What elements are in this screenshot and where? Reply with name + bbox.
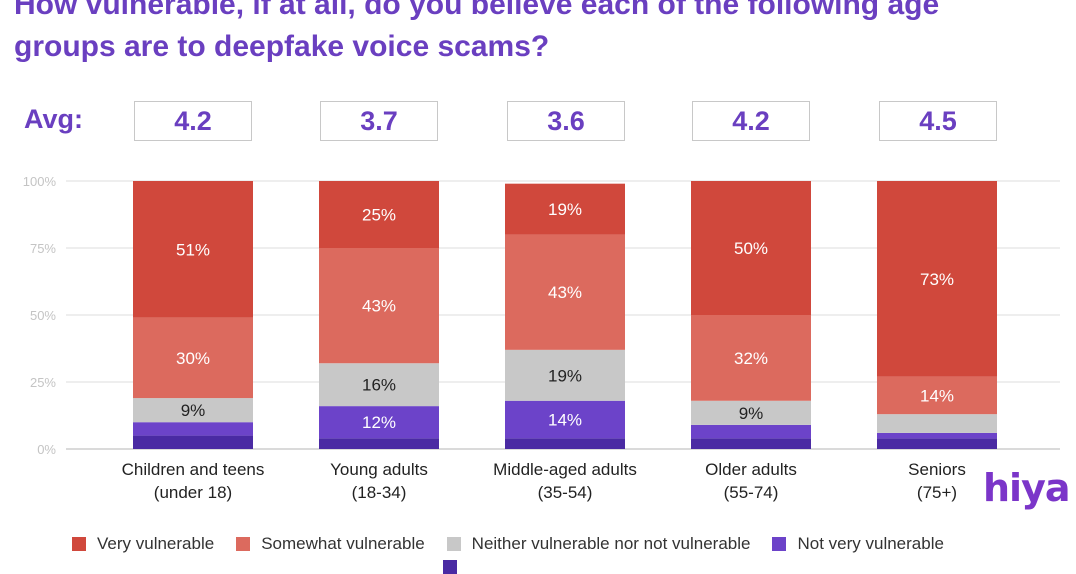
legend-label: Very vulnerable bbox=[97, 534, 215, 553]
legend-swatch bbox=[772, 537, 787, 551]
x-tick-label: (18-34) bbox=[352, 483, 407, 502]
chart-title-line-1: How vulnerable, if at all, do you believ… bbox=[14, 0, 940, 21]
bar-segment bbox=[133, 422, 253, 436]
data-label: 32% bbox=[734, 349, 768, 368]
legend-item-neither: Neither vulnerable nor not vulnerable bbox=[446, 534, 751, 554]
x-tick-label: (55-74) bbox=[724, 483, 779, 502]
data-label: 43% bbox=[548, 283, 582, 302]
bar-segment bbox=[505, 234, 625, 350]
x-tick-label: (under 18) bbox=[154, 483, 232, 502]
x-tick-label: (35-54) bbox=[538, 483, 593, 502]
legend-label: Not very vulnerable bbox=[797, 534, 944, 553]
x-tick-label: Young adults bbox=[330, 460, 428, 479]
bar-segment bbox=[877, 414, 997, 433]
chart-title-line-2: groups are to deepfake voice scams? bbox=[14, 30, 550, 63]
data-label: 25% bbox=[362, 206, 396, 225]
y-tick-label: 50% bbox=[30, 308, 56, 323]
bar-segment bbox=[505, 438, 625, 449]
bar-segment bbox=[691, 315, 811, 401]
average-box-middle-aged: 3.6 bbox=[507, 101, 625, 141]
legend-item-somewhat-vulnerable: Somewhat vulnerable bbox=[236, 534, 425, 554]
hiya-logo: hiya bbox=[983, 466, 1070, 510]
y-tick-label: 100% bbox=[23, 174, 57, 189]
bar-segment bbox=[691, 181, 811, 315]
average-box-older-adults: 4.2 bbox=[692, 101, 810, 141]
x-tick-label: Middle-aged adults bbox=[493, 460, 637, 479]
data-label: 14% bbox=[548, 411, 582, 430]
legend-label: Neither vulnerable nor not vulnerable bbox=[471, 534, 751, 553]
bar-segment bbox=[133, 181, 253, 318]
chart-legend: Very vulnerable Somewhat vulnerable Neit… bbox=[72, 532, 966, 556]
legend-item-very-vulnerable: Very vulnerable bbox=[72, 534, 214, 554]
bar-segment bbox=[505, 400, 625, 439]
bar-segment bbox=[691, 400, 811, 425]
bar-segment bbox=[133, 398, 253, 423]
data-label: 14% bbox=[920, 386, 954, 405]
average-label: Avg: bbox=[24, 104, 83, 134]
data-label: 43% bbox=[362, 297, 396, 316]
legend-item-not-very-vulnerable: Not very vulnerable bbox=[772, 534, 944, 554]
data-label: 19% bbox=[548, 200, 582, 219]
legend-label: Somewhat vulnerable bbox=[261, 534, 425, 553]
average-box-children: 4.2 bbox=[134, 101, 252, 141]
bar-segment bbox=[505, 183, 625, 235]
y-tick-label: 0% bbox=[37, 442, 56, 457]
bar-segment bbox=[691, 438, 811, 449]
chart-title: How vulnerable, if at all, do you believ… bbox=[14, 0, 1074, 68]
y-tick-label: 75% bbox=[30, 241, 56, 256]
bar-segment bbox=[133, 435, 253, 449]
average-box-young-adults: 3.7 bbox=[320, 101, 438, 141]
bar-segment bbox=[319, 363, 439, 407]
bar-segment bbox=[505, 349, 625, 401]
data-label: 73% bbox=[920, 270, 954, 289]
legend-swatch bbox=[446, 537, 461, 551]
data-label: 30% bbox=[176, 349, 210, 368]
bar-segment bbox=[319, 248, 439, 364]
bar-segment bbox=[877, 438, 997, 449]
data-label: 16% bbox=[362, 376, 396, 395]
bar-segment bbox=[319, 181, 439, 248]
x-tick-label: (75+) bbox=[917, 483, 957, 502]
average-box-seniors: 4.5 bbox=[879, 101, 997, 141]
data-label: 51% bbox=[176, 240, 210, 259]
legend-swatch-not-vulnerable-at-all bbox=[443, 560, 457, 574]
legend-swatch bbox=[236, 537, 251, 551]
y-tick-label: 25% bbox=[30, 375, 56, 390]
bar-segment bbox=[319, 406, 439, 439]
bar-segment bbox=[319, 438, 439, 449]
data-label: 19% bbox=[548, 366, 582, 385]
x-tick-label: Seniors bbox=[908, 460, 966, 479]
x-tick-label: Older adults bbox=[705, 460, 797, 479]
data-label: 9% bbox=[181, 401, 206, 420]
legend-swatch bbox=[72, 537, 86, 551]
data-label: 12% bbox=[362, 413, 396, 432]
x-tick-label: Children and teens bbox=[122, 460, 265, 479]
data-label: 9% bbox=[739, 404, 764, 423]
bar-segment bbox=[691, 424, 811, 439]
bar-segment bbox=[133, 317, 253, 399]
bar-segment bbox=[877, 432, 997, 439]
data-label: 50% bbox=[734, 239, 768, 258]
bar-segment bbox=[877, 376, 997, 415]
bar-segment bbox=[877, 181, 997, 377]
